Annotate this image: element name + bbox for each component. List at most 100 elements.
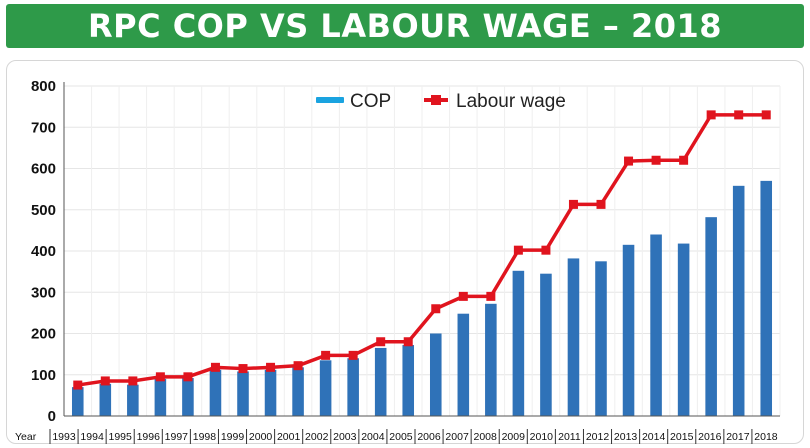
x-tick-label: 2008: [474, 431, 498, 443]
x-tick-label: 2018: [754, 431, 778, 443]
title-banner: RPC COP VS LABOUR WAGE – 2018: [6, 4, 804, 48]
chart-frame: [6, 60, 804, 444]
cop-bar-2018: [760, 180, 773, 416]
grid-layer: [63, 85, 781, 416]
cop-bar-2003: [347, 358, 359, 416]
cop-bar-2017: [732, 185, 745, 416]
cop-bars: [71, 180, 773, 416]
x-tick-label: 2004: [361, 431, 385, 443]
labour-wage-point-2009: [513, 245, 523, 255]
y-tick-label: 800: [31, 78, 56, 95]
cop-bar-2010: [540, 273, 552, 416]
labour-wage-point-1998: [210, 362, 220, 372]
x-tick-label: 2015: [670, 431, 694, 443]
labour-wage-point-2004: [376, 337, 386, 347]
x-tick-label: 1994: [80, 431, 104, 443]
cop-bar-1999: [237, 371, 249, 416]
labour-wage-point-2011: [568, 199, 578, 209]
cop-bar-2014: [650, 234, 662, 416]
labour-wage-point-2008: [486, 291, 496, 301]
y-tick-label: 200: [31, 326, 56, 343]
cop-bar-2000: [264, 369, 277, 416]
x-tick-label: 2010: [530, 431, 554, 443]
labour-wage-point-1996: [155, 372, 165, 382]
cop-bar-2016: [705, 217, 717, 416]
cop-bar-1994: [99, 383, 112, 416]
labour-wage-point-1997: [183, 372, 193, 382]
cop-bar-1995: [127, 384, 139, 416]
labour-wage-point-2017: [734, 110, 744, 120]
x-tick-label: 2005: [389, 431, 413, 443]
labour-wage-point-1999: [238, 364, 248, 374]
labour-wage-line: [73, 110, 771, 390]
x-tick-label: 1996: [137, 431, 161, 443]
labour-wage-point-1994: [100, 376, 110, 386]
x-tick-label: 2013: [614, 431, 638, 443]
legend: COP Labour wage: [316, 91, 566, 112]
labour-wage-point-2001: [293, 361, 303, 371]
y-tick-label: 500: [31, 202, 56, 219]
x-tick-label: 1998: [193, 431, 217, 443]
y-tick-label: 300: [31, 284, 56, 301]
legend-labour-marker: [431, 95, 441, 105]
cop-bar-2012: [595, 261, 607, 416]
cop-bar-2005: [402, 345, 415, 416]
x-tick-label: 1999: [221, 431, 245, 443]
labour-wage-point-2013: [624, 156, 634, 166]
cop-bar-2011: [567, 258, 580, 416]
x-tick-label: 2011: [558, 431, 581, 443]
cop-bar-2006: [429, 333, 442, 416]
labour-wage-polyline: [77, 113, 767, 387]
x-tick-label: 1995: [109, 431, 133, 443]
labour-wage-point-1995: [128, 376, 138, 386]
cop-bar-2002: [319, 360, 332, 416]
x-tick-label: 2009: [502, 431, 526, 443]
x-tick-label: 2012: [586, 431, 610, 443]
x-axis-label: Year: [15, 431, 37, 443]
cop-bar-2007: [457, 313, 470, 416]
x-tick-label: 2007: [445, 431, 469, 443]
labour-wage-point-2000: [266, 362, 276, 372]
cop-bar-1993: [71, 387, 84, 416]
y-tick-label: 0: [48, 408, 56, 425]
labour-wage-point-2018: [761, 110, 771, 120]
x-tick-label: 2014: [642, 431, 666, 443]
x-tick-label: 2006: [417, 431, 441, 443]
cop-bar-1997: [182, 378, 194, 416]
x-tick-label: 2016: [698, 431, 722, 443]
legend-cop-swatch: [316, 97, 344, 103]
labour-wage-point-2006: [431, 304, 441, 314]
labour-wage-point-2003: [348, 350, 358, 360]
cop-bar-2001: [292, 367, 304, 416]
x-tick-label: 2001: [277, 431, 301, 443]
x-tick-label: 2000: [249, 431, 273, 443]
labour-wage-point-2012: [596, 199, 606, 209]
y-tick-label: 700: [31, 119, 56, 136]
labour-wage-point-2014: [651, 155, 661, 165]
y-tick-label: 100: [31, 367, 56, 384]
x-tick-label: 2003: [333, 431, 357, 443]
cop-bar-2015: [677, 243, 690, 416]
chart-title: RPC COP VS LABOUR WAGE – 2018: [87, 7, 723, 45]
x-tick-label: 1997: [165, 431, 189, 443]
labour-wage-point-1993: [73, 380, 83, 390]
labour-wage-point-2015: [679, 155, 689, 165]
y-tick-label: 400: [31, 243, 56, 260]
cop-bar-2009: [512, 270, 525, 416]
legend-labour-label: Labour wage: [456, 91, 566, 112]
y-tick-label: 600: [31, 161, 56, 178]
cop-bar-2013: [622, 244, 635, 416]
axes: 0 100 200 300 400 500 600 700 800 Year 1993 1994 199…: [15, 78, 780, 444]
x-tick-label: 2002: [305, 431, 329, 443]
labour-wage-point-2016: [706, 110, 716, 120]
cop-bar-1996: [154, 378, 167, 416]
labour-wage-point-2010: [541, 245, 551, 255]
cop-bar-2008: [485, 303, 497, 416]
labour-wage-point-2005: [403, 337, 413, 347]
labour-wage-point-2002: [321, 350, 331, 360]
legend-cop-label: COP: [350, 91, 391, 112]
labour-wage-point-2007: [458, 291, 468, 301]
x-tick-label: 2017: [726, 431, 750, 443]
x-tick-label: 1993: [52, 431, 76, 443]
